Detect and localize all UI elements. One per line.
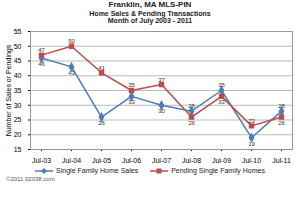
- svg-text:Number of Sales or Pendings: Number of Sales or Pendings: [5, 44, 13, 136]
- svg-text:35: 35: [218, 83, 225, 89]
- svg-text:47: 47: [38, 47, 45, 53]
- svg-text:43: 43: [68, 70, 75, 76]
- svg-text:Jul-03: Jul-03: [32, 158, 51, 165]
- svg-text:Jul-09: Jul-09: [212, 158, 231, 165]
- svg-text:19: 19: [248, 141, 255, 147]
- svg-text:26: 26: [278, 120, 285, 126]
- svg-text:46: 46: [38, 61, 45, 67]
- svg-text:28: 28: [278, 103, 285, 109]
- svg-text:33: 33: [128, 99, 135, 105]
- html-text:Single Family Home Sales: Single Family Home Sales: [56, 167, 139, 175]
- html-text:Pending Single Family Homes: Pending Single Family Homes: [171, 167, 265, 175]
- svg-text:Jul-07: Jul-07: [152, 158, 171, 165]
- svg-text:50: 50: [14, 43, 22, 50]
- svg-text:Jul-06: Jul-06: [122, 158, 141, 165]
- html-text:©2011 02038.com: ©2011 02038.com: [6, 176, 55, 183]
- html-text:Franklin, MA MLS-PIN: Franklin, MA MLS-PIN: [108, 0, 192, 9]
- svg-text:Jul-11: Jul-11: [272, 158, 291, 165]
- svg-text:50: 50: [68, 38, 75, 44]
- svg-text:26: 26: [98, 120, 105, 126]
- html-text:Home Sales & Pending Transacti: Home Sales & Pending Transactions: [89, 9, 211, 17]
- svg-text:Jul-05: Jul-05: [92, 158, 111, 165]
- svg-text:23: 23: [248, 118, 255, 124]
- svg-text:37: 37: [158, 77, 165, 83]
- svg-text:26: 26: [188, 120, 195, 126]
- svg-text:45: 45: [14, 57, 22, 64]
- svg-text:30: 30: [14, 102, 22, 109]
- svg-text:20: 20: [14, 131, 22, 138]
- svg-text:55: 55: [14, 28, 22, 35]
- svg-text:30: 30: [158, 108, 165, 114]
- svg-text:15: 15: [14, 146, 22, 153]
- svg-text:35: 35: [128, 83, 135, 89]
- html-text:Month of July 2003 - 2011: Month of July 2003 - 2011: [107, 17, 193, 25]
- svg-text:Jul-08: Jul-08: [182, 158, 201, 165]
- svg-text:41: 41: [98, 65, 105, 71]
- svg-text:33: 33: [218, 99, 225, 105]
- svg-text:25: 25: [14, 116, 22, 123]
- svg-text:40: 40: [14, 72, 22, 79]
- svg-text:35: 35: [14, 87, 22, 94]
- svg-text:Jul-10: Jul-10: [242, 158, 261, 165]
- svg-text:Jul-04: Jul-04: [62, 158, 81, 165]
- svg-text:28: 28: [188, 103, 195, 109]
